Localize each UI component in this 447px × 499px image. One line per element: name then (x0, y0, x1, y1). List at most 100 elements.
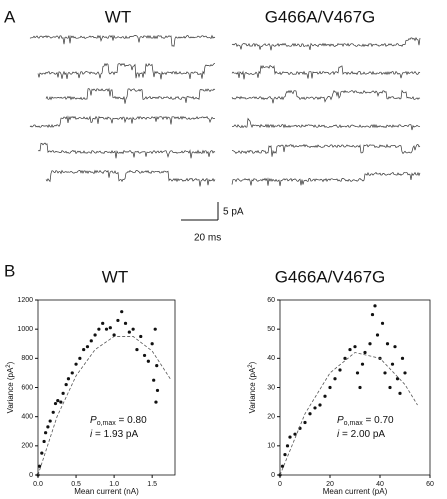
data-point (46, 425, 50, 429)
y-axis-label-part: ) (6, 361, 15, 364)
y-tick-label: 600 (21, 384, 33, 391)
data-point (56, 399, 60, 403)
data-point (59, 400, 63, 404)
data-point (48, 419, 52, 423)
data-point (82, 347, 86, 352)
data-point (380, 321, 385, 325)
data-point (78, 356, 82, 360)
fit-curve (279, 352, 418, 476)
annotation: i = 1.93 pA (90, 429, 138, 440)
y-tick-label: 30 (267, 384, 275, 391)
y-tick-label: 0 (271, 472, 275, 479)
data-point (355, 371, 360, 375)
y-axis-label: Variance (pA2) (248, 361, 258, 413)
panel-title: G466A/V467G (265, 7, 376, 26)
x-tick-label: 60 (426, 481, 434, 488)
data-point (108, 326, 112, 330)
data-point (285, 444, 290, 448)
data-point (393, 345, 397, 349)
data-point (70, 371, 74, 375)
data-point (383, 371, 387, 375)
data-point (390, 362, 395, 366)
data-point (313, 406, 317, 410)
data-point (388, 385, 392, 390)
data-point (360, 362, 365, 366)
data-point (116, 318, 120, 323)
x-tick-label: 20 (326, 481, 334, 488)
current-trace (231, 143, 421, 157)
data-point (283, 452, 287, 457)
data-point (53, 401, 58, 406)
current-trace (231, 36, 421, 51)
data-point (375, 333, 380, 337)
y-axis-label-part: 2 (248, 364, 254, 368)
x-tick-label: 0.5 (71, 481, 81, 488)
fit-curve (37, 336, 172, 476)
y-axis-label-part: 2 (6, 364, 12, 368)
current-trace (231, 171, 421, 187)
data-point (323, 394, 327, 398)
data-point (403, 371, 407, 375)
y-tick-label: 50 (267, 326, 275, 333)
annotation: Po,max = 0.70 (337, 415, 394, 427)
annotation-part: P (90, 415, 97, 426)
data-point (42, 439, 46, 444)
y-tick-label: 800 (21, 355, 33, 362)
annotation-part: = 2.00 pA (339, 429, 385, 440)
y-tick-label: 1000 (17, 326, 33, 333)
data-point (280, 464, 285, 468)
chart-title: G466A/V467G (275, 267, 386, 286)
data-point (142, 353, 147, 358)
plot-frame (37, 299, 176, 476)
data-point (131, 327, 135, 331)
scale-label: 20 ms (194, 233, 221, 244)
data-point (400, 356, 405, 360)
data-point (152, 378, 156, 382)
data-point (368, 342, 372, 346)
data-point (308, 412, 312, 416)
data-point (120, 310, 124, 314)
annotation-part: o,max (344, 420, 364, 427)
annotation-part: i (337, 429, 340, 440)
data-point (127, 330, 131, 334)
current-trace (29, 34, 216, 47)
data-point (97, 327, 101, 331)
current-trace (231, 117, 421, 131)
y-axis-label-part: Variance (pA (6, 367, 15, 413)
scale-label: 5 pA (223, 207, 244, 218)
x-tick-label: 1.5 (147, 481, 157, 488)
data-point (123, 321, 128, 325)
data-point (153, 327, 157, 331)
current-trace (29, 115, 216, 128)
data-point (66, 377, 71, 381)
annotation-part: P (337, 415, 344, 426)
current-trace (37, 142, 216, 159)
x-tick-label: 0.0 (33, 481, 43, 488)
annotation-part: = 1.93 pA (92, 429, 138, 440)
data-point (328, 385, 332, 390)
data-point (44, 431, 48, 435)
y-tick-label: 200 (21, 443, 33, 450)
panel-label: A (4, 7, 16, 26)
x-tick-label: 1.0 (109, 481, 119, 488)
data-point (155, 388, 160, 393)
y-tick-label: 10 (267, 443, 275, 450)
data-point (318, 403, 322, 407)
data-point (61, 391, 65, 395)
annotation-part: = 0.70 (363, 415, 394, 426)
y-tick-label: 1200 (17, 297, 33, 304)
x-axis-label: Mean current (pA) (323, 487, 388, 496)
data-point (343, 356, 347, 360)
data-point (338, 368, 342, 372)
data-point (93, 333, 97, 337)
annotation: i = 2.00 pA (337, 429, 385, 440)
annotation-part: = 0.80 (116, 415, 147, 426)
y-tick-label: 40 (267, 355, 275, 362)
panel-label: B (4, 261, 15, 280)
data-point (333, 377, 337, 381)
traces (29, 34, 421, 187)
data-point (40, 451, 44, 455)
data-point (139, 334, 143, 339)
current-trace (45, 87, 216, 104)
plot-frame (279, 299, 431, 476)
